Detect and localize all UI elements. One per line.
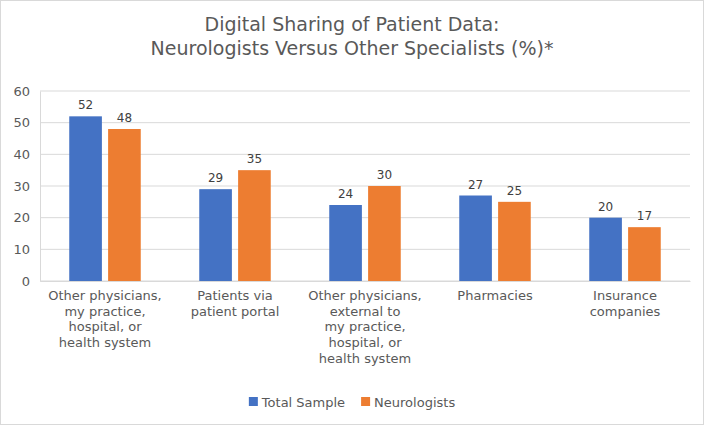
data-labels: 52 29 24 27 20 48 35 30 25 17: [78, 98, 652, 223]
y-axis: 0 10 20 30 40 50 60: [13, 84, 40, 289]
data-label: 35: [247, 152, 262, 166]
y-tick: 40: [13, 147, 40, 162]
bar: [238, 170, 271, 281]
data-label: 52: [78, 98, 93, 112]
legend: Total Sample Neurologists: [249, 395, 456, 410]
data-label: 25: [507, 184, 522, 198]
chart: Digital Sharing of Patient Data:Neurolog…: [0, 0, 704, 425]
y-tick: 20: [13, 210, 40, 225]
bar: [329, 205, 362, 281]
data-label: 29: [208, 171, 223, 185]
legend-label: Neurologists: [374, 395, 455, 410]
x-tick-label: Pharmacies: [457, 288, 533, 303]
x-axis-line: [41, 281, 691, 282]
y-tick-label: 40: [13, 147, 30, 162]
x-axis: Other physicians,my practice,hospital, o…: [41, 281, 691, 366]
legend-label: Total Sample: [261, 395, 345, 410]
y-tick: 30: [13, 179, 40, 194]
legend-item: Neurologists: [361, 395, 455, 410]
data-label: 20: [598, 200, 613, 214]
y-tick-label: 50: [13, 115, 30, 130]
legend-item: Total Sample: [249, 395, 345, 410]
y-tick-label: 60: [13, 84, 30, 99]
title: Digital Sharing of Patient Data:Neurolog…: [151, 13, 554, 59]
data-label: 27: [468, 178, 483, 192]
bar: [589, 218, 622, 281]
y-tick-label: 0: [22, 274, 30, 289]
x-tick: Patients viapatient portal: [191, 281, 280, 319]
bar: [69, 116, 102, 281]
x-tick: Other physicians,external tomy practice,…: [308, 281, 421, 366]
x-tick-label: Other physicians,my practice,hospital, o…: [48, 288, 161, 350]
bar: [199, 189, 232, 281]
y-tick-label: 20: [13, 210, 30, 225]
bar: [459, 196, 492, 282]
y-axis-line: [40, 92, 41, 282]
x-tick-label: Insurancecompanies: [590, 288, 661, 319]
data-label: 48: [117, 111, 132, 125]
y-tick: 0: [22, 274, 40, 289]
data-label: 24: [338, 187, 353, 201]
x-tick: Insurancecompanies: [590, 281, 661, 319]
chart-frame: [1, 1, 704, 425]
data-label: 30: [377, 168, 392, 182]
bars: [69, 116, 661, 281]
y-tick-label: 10: [13, 242, 30, 257]
bar: [368, 186, 401, 281]
y-tick-label: 30: [13, 179, 30, 194]
bar: [498, 202, 531, 281]
grid-line: [40, 91, 690, 92]
grid: [40, 91, 690, 281]
bar: [108, 129, 141, 281]
x-tick-label: Patients viapatient portal: [191, 288, 280, 319]
y-tick: 50: [13, 115, 40, 130]
grid-line: [40, 122, 690, 123]
x-tick-label: Other physicians,external tomy practice,…: [308, 288, 421, 365]
bar: [628, 227, 661, 281]
x-tick: Pharmacies: [457, 281, 533, 303]
y-tick: 10: [13, 242, 40, 257]
x-tick: Other physicians,my practice,hospital, o…: [48, 281, 161, 350]
y-tick: 60: [13, 84, 40, 99]
legend-swatch: [361, 397, 370, 406]
legend-swatch: [249, 397, 258, 406]
data-label: 17: [637, 209, 652, 223]
